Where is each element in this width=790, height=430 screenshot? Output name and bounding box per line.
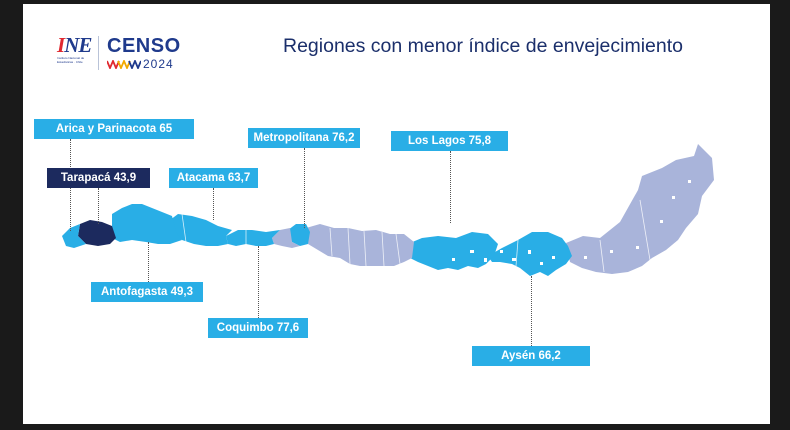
censo-logo: CENSO 2024 (107, 36, 181, 71)
fjord-marks (452, 180, 691, 265)
leader-coquimbo (258, 246, 259, 318)
leader-tarapaca (98, 188, 99, 224)
region-magallanes (566, 144, 714, 274)
logo-divider (98, 36, 99, 70)
page-title: Regiones con menor índice de envejecimie… (283, 35, 683, 57)
region-los-lagos (410, 232, 498, 270)
leader-metropolitana (304, 148, 305, 228)
leader-los-lagos (450, 151, 451, 223)
region-borders (181, 199, 651, 273)
label-arica-y-parinacota: Arica y Parinacota 65 (34, 119, 194, 139)
label-aysen: Aysén 66,2 (472, 346, 590, 366)
label-tarapaca: Tarapacá 43,9 (47, 168, 150, 188)
region-valparaiso (272, 228, 300, 248)
region-atacama (170, 214, 232, 246)
label-antofagasta: Antofagasta 49,3 (91, 282, 203, 302)
region-coquimbo (226, 230, 280, 246)
label-coquimbo: Coquimbo 77,6 (208, 318, 308, 338)
label-los-lagos: Los Lagos 75,8 (391, 131, 508, 151)
label-atacama: Atacama 63,7 (169, 168, 258, 188)
region-arica (62, 224, 86, 248)
censo-logo-word: CENSO (107, 35, 181, 57)
leader-atacama (213, 188, 214, 220)
region-antofagasta (112, 204, 182, 244)
region-central-south (306, 224, 414, 266)
leader-aysen (531, 276, 532, 346)
ine-logo-mark: INE (57, 33, 92, 57)
censo-year: 2024 (143, 57, 174, 71)
leader-antofagasta (148, 242, 149, 282)
ine-logo: INE Instituto Nacional de Estadísticas ·… (57, 34, 95, 74)
ine-logo-subtext: Instituto Nacional de Estadísticas · Chi… (57, 56, 85, 64)
region-metropolitana (288, 224, 310, 246)
label-metropolitana: Metropolitana 76,2 (248, 128, 360, 148)
region-tarapaca (78, 220, 116, 246)
censo-zigzag-icon (107, 59, 141, 69)
